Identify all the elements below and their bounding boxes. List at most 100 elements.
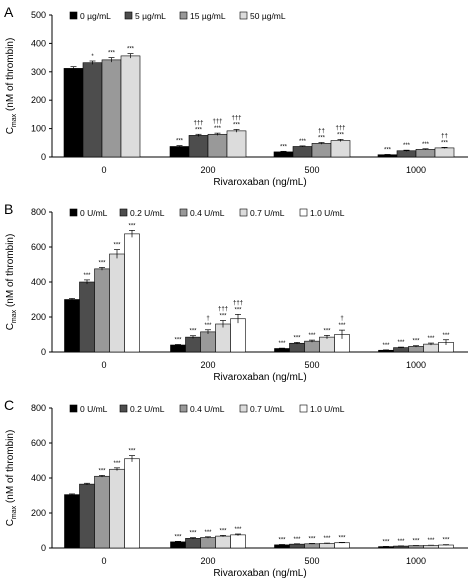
legend-label: 0.4 U/mL bbox=[190, 208, 225, 218]
y-axis-title: Cmax (nM of thrombin) bbox=[5, 234, 18, 331]
x-tick-label: 0 bbox=[101, 360, 106, 370]
bar bbox=[215, 535, 231, 549]
legend-label: 0.7 U/mL bbox=[250, 404, 285, 414]
bar bbox=[393, 347, 409, 353]
significance-label: *** bbox=[403, 143, 411, 149]
significance-label: *** bbox=[219, 314, 227, 320]
bar bbox=[304, 543, 320, 549]
significance-label: *** bbox=[412, 539, 420, 545]
bar bbox=[304, 340, 320, 353]
legend-swatch bbox=[239, 404, 248, 413]
legend-swatch bbox=[69, 208, 78, 217]
significance-label: *** bbox=[233, 122, 241, 128]
significance-label: *** bbox=[397, 340, 405, 346]
y-tick-label: 300 bbox=[31, 67, 46, 77]
x-tick-label: 500 bbox=[304, 556, 319, 566]
significance-label: *** bbox=[397, 539, 405, 545]
significance-label: *** bbox=[127, 47, 135, 53]
bar bbox=[226, 130, 247, 158]
legend-swatch bbox=[119, 404, 128, 413]
y-tick-label: 800 bbox=[31, 207, 46, 217]
bar bbox=[378, 546, 394, 549]
significance-label: *** bbox=[113, 243, 121, 249]
significance-label: *** bbox=[299, 139, 307, 145]
x-axis-title: Rivaroxaban (ng/mL) bbox=[213, 177, 306, 188]
y-tick-label: 600 bbox=[31, 242, 46, 252]
significance-label: *** bbox=[338, 535, 346, 541]
bar bbox=[185, 336, 201, 353]
significance-label: *** bbox=[204, 530, 212, 536]
bar bbox=[169, 146, 190, 158]
bar bbox=[63, 68, 84, 158]
legend-swatch bbox=[179, 11, 188, 20]
significance-label: *** bbox=[234, 307, 242, 313]
significance-label: ††† bbox=[193, 120, 203, 126]
panel-C: C 0 200 400 600 800 Cmax (nM of thrombin) *** **… bbox=[4, 397, 468, 579]
significance-label: *** bbox=[113, 461, 121, 467]
y-tick-label: 200 bbox=[31, 95, 46, 105]
y-axis-title: Cmax (nM of thrombin) bbox=[5, 430, 18, 527]
legend-swatch bbox=[179, 404, 188, 413]
bar bbox=[434, 147, 455, 158]
bar bbox=[170, 541, 186, 549]
bar bbox=[170, 344, 186, 353]
significance-label: ††† bbox=[335, 125, 345, 131]
significance-label: *** bbox=[278, 341, 286, 347]
y-tick-label: 100 bbox=[31, 124, 46, 134]
significance-label: *** bbox=[293, 537, 301, 543]
x-tick-label: 0 bbox=[101, 165, 106, 175]
panel-B: B 0 200 400 600 800 Cmax (nM of thrombin) *** **… bbox=[4, 201, 468, 383]
significance-label: *** bbox=[280, 144, 288, 150]
legend-swatch bbox=[299, 208, 308, 217]
y-tick-label: 0 bbox=[41, 152, 46, 162]
bar bbox=[377, 154, 398, 158]
legend-swatch bbox=[69, 11, 78, 20]
bar bbox=[94, 268, 110, 353]
bar bbox=[79, 281, 95, 353]
legend-label: 0.2 U/mL bbox=[130, 208, 165, 218]
significance-label: ††† bbox=[231, 115, 241, 121]
legend-label: 50 µg/mL bbox=[250, 11, 286, 21]
x-tick-label: 1000 bbox=[406, 556, 426, 566]
bar bbox=[330, 140, 351, 158]
y-axis-title: Cmax (nM of thrombin) bbox=[5, 38, 18, 135]
panel-label: C bbox=[4, 397, 14, 413]
bar bbox=[200, 331, 216, 353]
x-tick-label: 200 bbox=[200, 165, 215, 175]
significance-label: ††† bbox=[218, 307, 228, 313]
panel-label: A bbox=[4, 4, 14, 20]
significance-label: *** bbox=[108, 51, 116, 57]
significance-label: *** bbox=[441, 140, 449, 146]
significance-label: *** bbox=[278, 538, 286, 544]
significance-label: † bbox=[340, 316, 343, 322]
legend-swatch bbox=[124, 11, 133, 20]
legend-swatch bbox=[119, 208, 128, 217]
significance-label: * bbox=[91, 54, 94, 60]
bar bbox=[94, 475, 110, 549]
legend-label: 0 U/mL bbox=[80, 404, 108, 414]
bar bbox=[79, 483, 95, 549]
x-tick-label: 0 bbox=[101, 556, 106, 566]
bar bbox=[230, 534, 246, 549]
significance-label: *** bbox=[128, 449, 136, 455]
bar bbox=[423, 343, 439, 353]
x-tick-label: 500 bbox=[304, 360, 319, 370]
significance-label: *** bbox=[214, 126, 222, 132]
significance-label: †† bbox=[441, 133, 448, 139]
bar bbox=[101, 59, 122, 158]
legend-swatch bbox=[299, 404, 308, 413]
bar bbox=[289, 342, 305, 353]
significance-label: *** bbox=[308, 333, 316, 339]
legend-label: 1.0 U/mL bbox=[310, 208, 345, 218]
legend-label: 0.7 U/mL bbox=[250, 208, 285, 218]
y-tick-label: 600 bbox=[31, 438, 46, 448]
significance-label: *** bbox=[323, 536, 331, 542]
significance-label: *** bbox=[323, 328, 331, 334]
bar bbox=[438, 544, 454, 549]
significance-label: *** bbox=[189, 329, 197, 335]
significance-label: *** bbox=[98, 468, 106, 474]
significance-label: *** bbox=[337, 132, 345, 138]
bar bbox=[408, 346, 424, 353]
significance-label: *** bbox=[318, 136, 326, 142]
